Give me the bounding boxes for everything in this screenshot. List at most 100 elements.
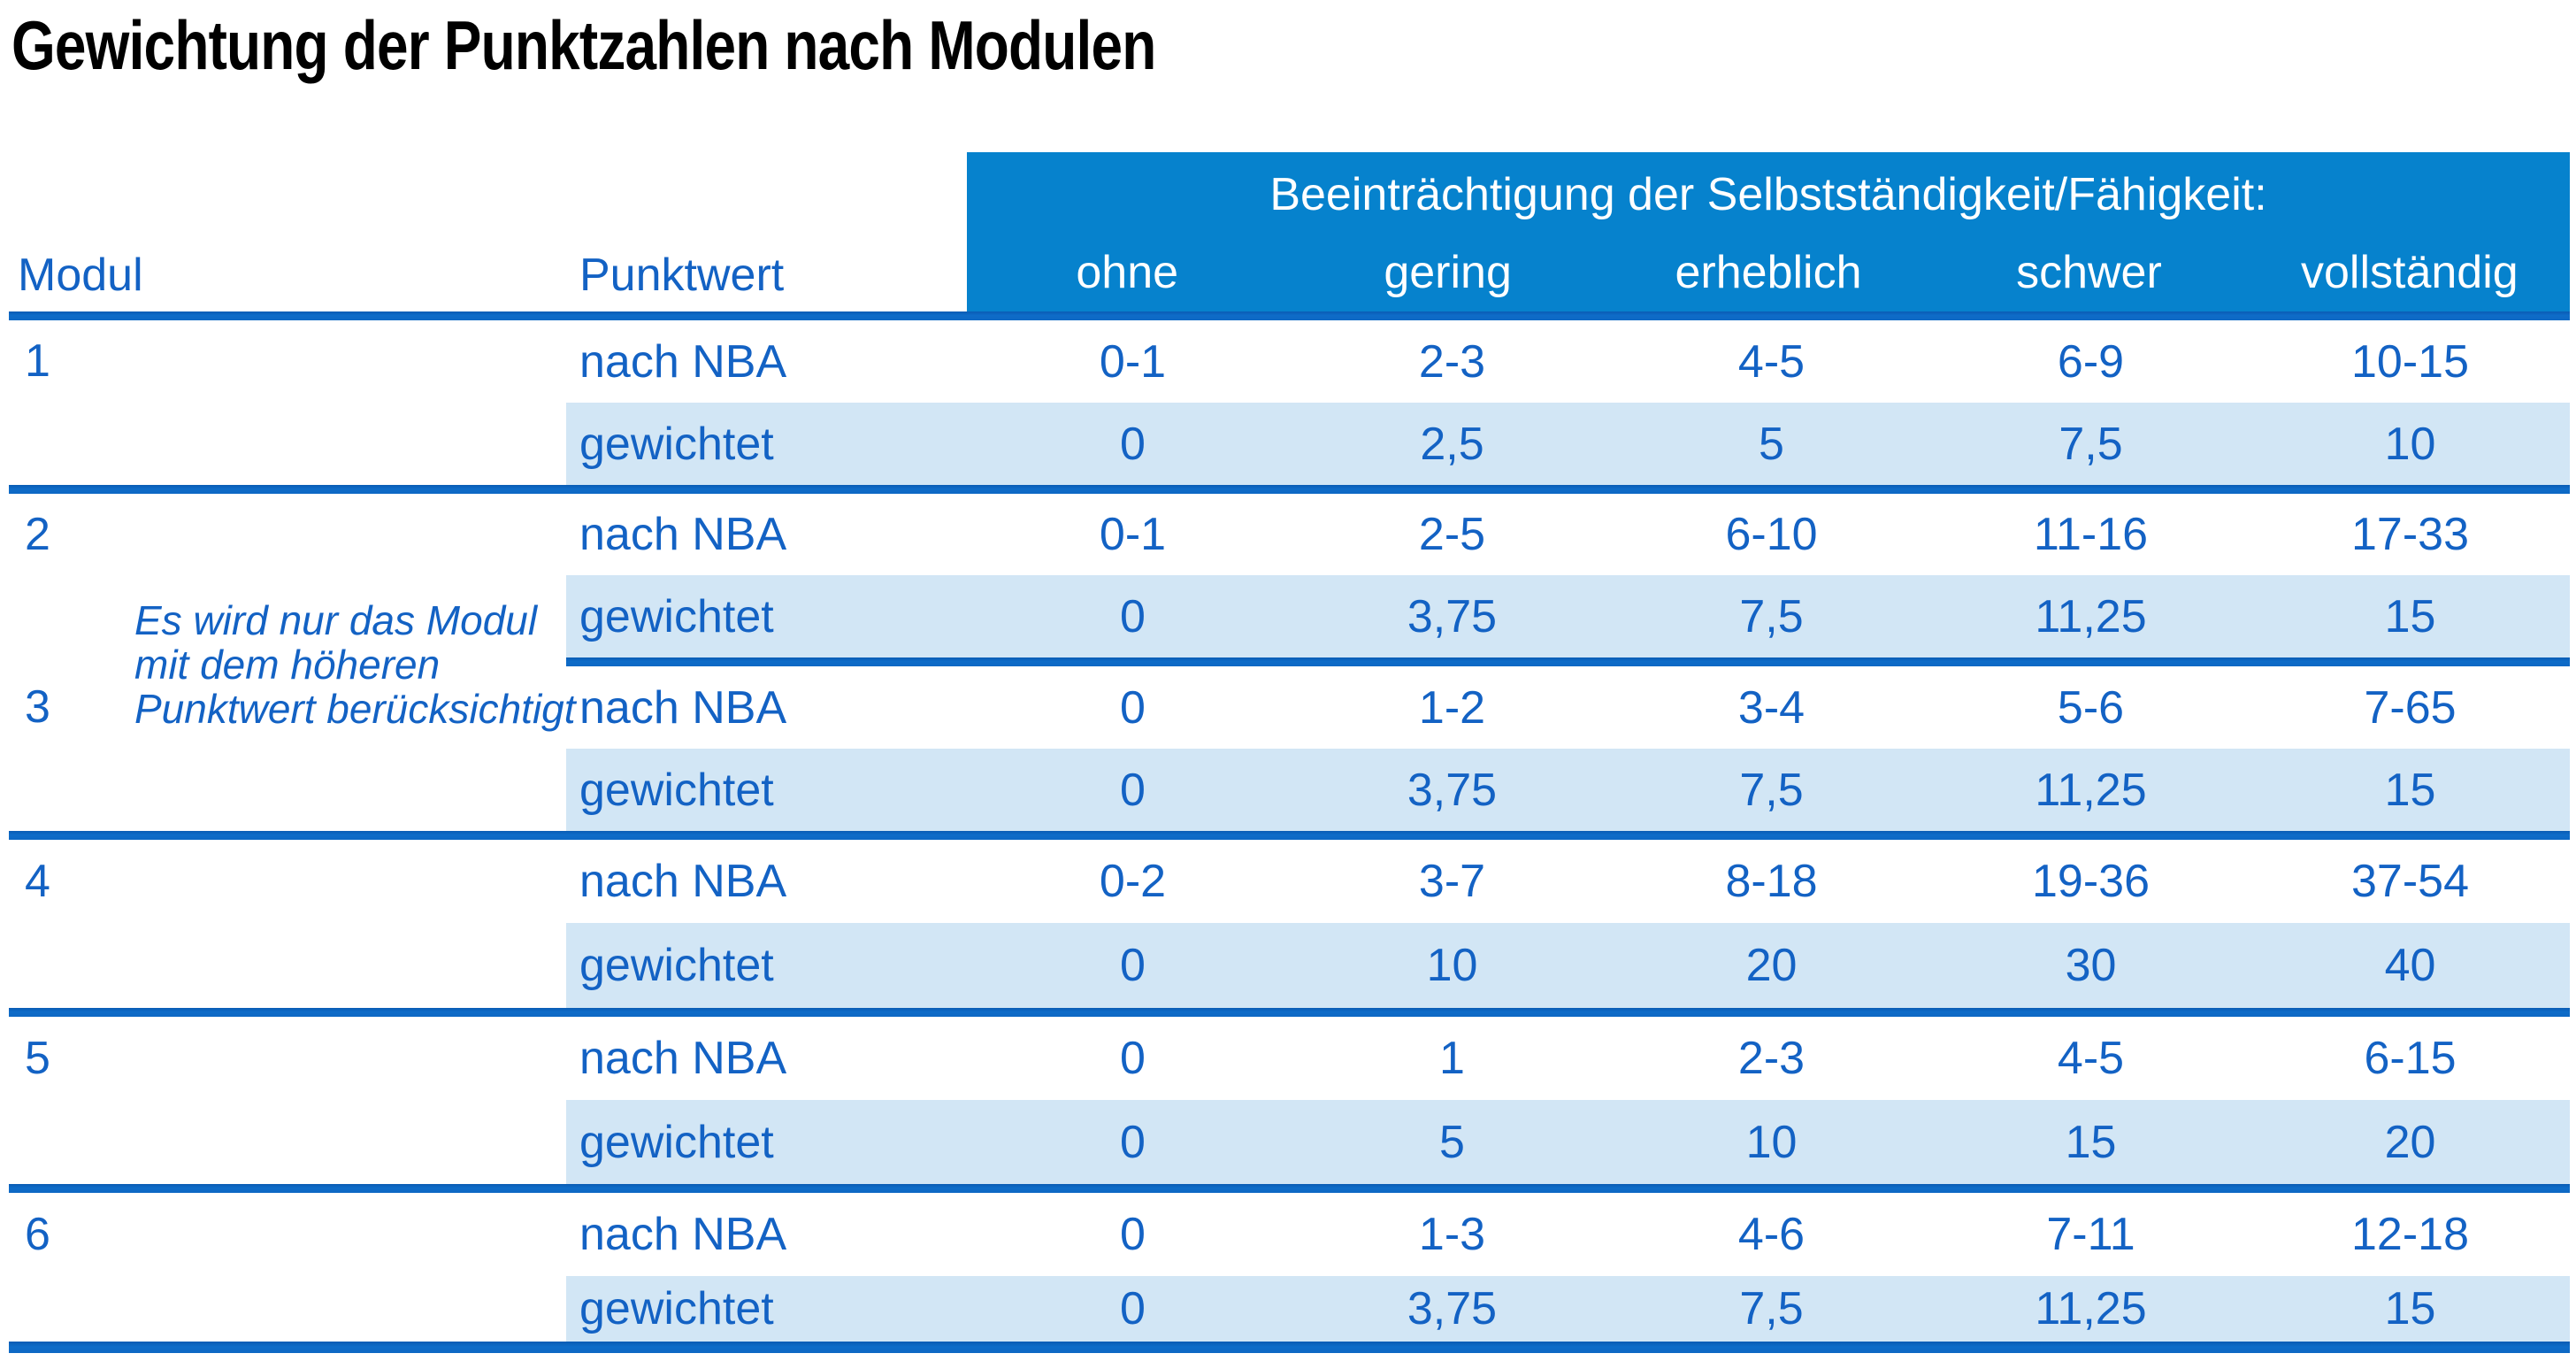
value-cell: 0	[1120, 418, 1146, 470]
table-row-module-4-nba: nach NBA 0-2 3-7 8-18 19-36 37-54	[566, 840, 2570, 923]
note-line-1: Es wird nur das Modul	[134, 597, 538, 643]
value-cell: 15	[2384, 590, 2436, 642]
value-cell: 15	[2384, 764, 2436, 816]
value-cell: 30	[2065, 940, 2117, 991]
value-cell: 7,5	[2058, 418, 2123, 470]
module-number-2: 2	[25, 509, 50, 560]
severity-level-schwer: schwer	[2016, 247, 2162, 298]
table-row-module-3-gewichtet: gewichtet 0 3,75 7,5 11,25 15	[566, 749, 2570, 831]
separator-module-5-6	[9, 1184, 2570, 1193]
value-cell: 0-1	[1099, 509, 1167, 560]
severity-level-ohne: ohne	[1076, 247, 1179, 298]
table-row-module-6-nba: nach NBA 0 1-3 4-6 7-11 12-18	[566, 1193, 2570, 1276]
value-cell: 10	[1426, 940, 1478, 991]
row-label-nach-nba: nach NBA	[579, 335, 787, 388]
value-cell: 0	[1120, 1209, 1146, 1260]
value-cell: 2-5	[1418, 509, 1486, 560]
value-cell: 8-18	[1725, 856, 1818, 907]
value-cell: 19-36	[2032, 856, 2150, 907]
value-cell: 0	[1120, 764, 1146, 816]
value-cell: 5-6	[2057, 681, 2125, 734]
value-cell: 6-9	[2057, 335, 2125, 388]
table-row-module-5-nba: nach NBA 0 1 2-3 4-5 6-15	[566, 1017, 2570, 1100]
module-number-3: 3	[25, 681, 50, 733]
value-cell: 1	[1439, 1033, 1465, 1084]
value-cell: 5	[1439, 1116, 1465, 1168]
table-row-module-3-nba: nach NBA 0 1-2 3-4 5-6 7-65	[566, 666, 2570, 749]
value-cell: 40	[2384, 940, 2436, 991]
value-cell: 10-15	[2351, 335, 2469, 388]
table-row-module-2-gewichtet: gewichtet 0 3,75 7,5 11,25 15	[566, 575, 2570, 657]
row-label-nach-nba: nach NBA	[579, 1209, 787, 1260]
value-cell: 0	[1120, 940, 1146, 991]
row-label-gewichtet: gewichtet	[579, 940, 774, 991]
separator-table-bottom	[9, 1342, 2570, 1353]
value-cell: 37-54	[2351, 856, 2469, 907]
severity-level-vollstaendig: vollständig	[2300, 247, 2518, 298]
row-label-nach-nba: nach NBA	[579, 856, 787, 907]
note-line-2: mit dem höheren	[134, 642, 441, 688]
value-cell: 4-5	[1737, 335, 1806, 388]
table-row-module-4-gewichtet: gewichtet 0 10 20 30 40	[566, 923, 2570, 1008]
value-cell: 1-2	[1418, 681, 1486, 734]
value-cell: 1-3	[1418, 1209, 1486, 1260]
module-number-6: 6	[25, 1209, 50, 1260]
separator-module-2-3-partial	[566, 657, 2570, 666]
row-label-gewichtet: gewichtet	[579, 1116, 774, 1168]
column-header-modul: Modul	[18, 250, 143, 301]
value-cell: 6-15	[2364, 1033, 2457, 1084]
module-number-5: 5	[25, 1033, 50, 1084]
value-cell: 11,25	[2035, 590, 2147, 642]
value-cell: 0-1	[1099, 335, 1167, 388]
value-cell: 15	[2065, 1116, 2117, 1168]
value-cell: 0	[1120, 1033, 1146, 1084]
module-number-4: 4	[25, 856, 50, 907]
impairment-header-box: Beeinträchtigung der Selbstständigkeit/F…	[967, 152, 2570, 311]
value-cell: 2,5	[1420, 418, 1484, 470]
value-cell: 0	[1120, 681, 1146, 734]
table-row-module-1-gewichtet: gewichtet 0 2,5 5 7,5 10	[566, 403, 2570, 485]
table-row-module-1-nba: nach NBA 0-1 2-3 4-5 6-9 10-15	[566, 320, 2570, 403]
note-higher-module-counts: Es wird nur das Modul mit dem höheren Pu…	[134, 598, 577, 731]
value-cell: 12-18	[2351, 1209, 2469, 1260]
value-cell: 0	[1120, 1283, 1146, 1334]
value-cell: 2-3	[1418, 335, 1486, 388]
row-label-gewichtet: gewichtet	[579, 1283, 774, 1334]
separator-module-3-4	[9, 831, 2570, 840]
row-label-gewichtet: gewichtet	[579, 764, 774, 816]
table-row-module-6-gewichtet: gewichtet 0 3,75 7,5 11,25 15	[566, 1276, 2570, 1342]
value-cell: 7-65	[2364, 681, 2457, 734]
value-cell: 10	[1745, 1116, 1798, 1168]
value-cell: 3,75	[1407, 1283, 1498, 1334]
table-row-module-2-nba: nach NBA 0-1 2-5 6-10 11-16 17-33	[566, 494, 2570, 575]
value-cell: 6-10	[1725, 509, 1818, 560]
value-cell: 7,5	[1739, 1283, 1804, 1334]
value-cell: 11,25	[2035, 1283, 2147, 1334]
row-label-nach-nba: nach NBA	[579, 509, 787, 560]
severity-level-row: ohne gering erheblich schwer vollständig	[967, 250, 2570, 296]
separator-under-header	[9, 311, 2570, 320]
column-header-punktwert: Punktwert	[579, 250, 785, 301]
row-label-nach-nba: nach NBA	[579, 681, 787, 734]
value-cell: 7,5	[1739, 590, 1804, 642]
value-cell: 11,25	[2035, 764, 2147, 816]
severity-level-erheblich: erheblich	[1675, 247, 1862, 298]
impairment-header-label: Beeinträchtigung der Selbstständigkeit/F…	[1269, 169, 2267, 220]
value-cell: 7-11	[2046, 1209, 2135, 1260]
note-line-3: Punktwert berücksichtigt	[134, 686, 576, 732]
value-cell: 4-5	[2057, 1033, 2125, 1084]
row-label-nach-nba: nach NBA	[579, 1033, 787, 1084]
value-cell: 3,75	[1407, 590, 1498, 642]
value-cell: 17-33	[2351, 509, 2469, 560]
value-cell: 2-3	[1737, 1033, 1806, 1084]
separator-module-1-2	[9, 485, 2570, 494]
value-cell: 15	[2384, 1283, 2436, 1334]
value-cell: 7,5	[1739, 764, 1804, 816]
page-title: Gewichtung der Punktzahlen nach Modulen	[12, 6, 1156, 84]
separator-module-4-5	[9, 1008, 2570, 1017]
value-cell: 0	[1120, 590, 1146, 642]
value-cell: 11-16	[2033, 509, 2149, 560]
value-cell: 20	[1745, 940, 1798, 991]
value-cell: 0	[1120, 1116, 1146, 1168]
